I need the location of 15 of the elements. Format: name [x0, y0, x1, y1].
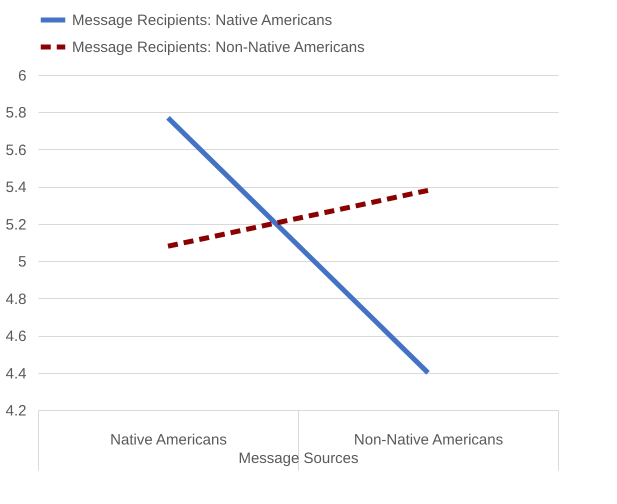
y-tick-label: 4.4 [6, 365, 26, 382]
y-tick-label: 5 [18, 254, 26, 271]
y-tick-label: 5.6 [6, 142, 26, 159]
y-tick-label: 4.8 [6, 290, 26, 308]
x-tick-label: Native Americans [110, 432, 227, 448]
y-tick-label: 6 [18, 68, 26, 84]
x-tick-label: Non-Native Americans [354, 432, 504, 448]
y-tick-label: 4.6 [6, 328, 26, 346]
y-tick-label: 5.4 [6, 179, 26, 196]
y-tick-label: 4.2 [6, 402, 26, 420]
legend-label: Message Recipients: Non-Native Americans [72, 39, 365, 56]
y-tick-label: 5.8 [6, 104, 26, 122]
x-axis-title: Message Sources [238, 450, 359, 467]
y-tick-label: 5.2 [6, 216, 26, 234]
legend-label: Message Recipients: Native Americans [72, 12, 332, 29]
